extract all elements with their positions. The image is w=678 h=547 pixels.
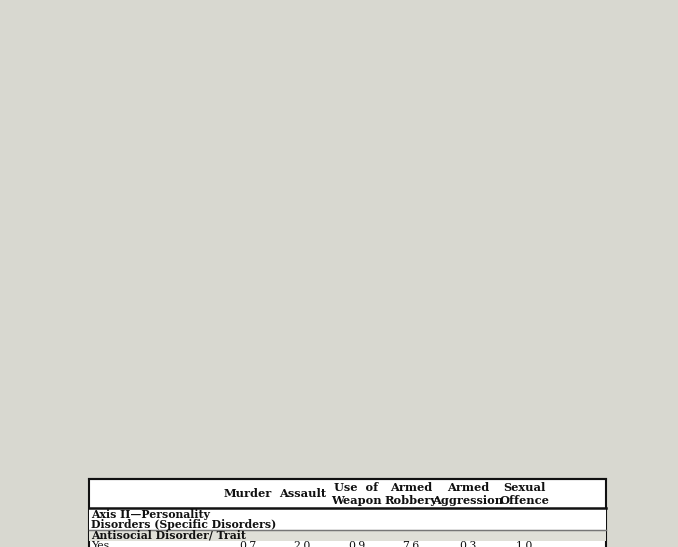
Text: Use  of
Weapon: Use of Weapon xyxy=(332,482,382,505)
Text: 0.7: 0.7 xyxy=(239,541,256,547)
Text: 2.0: 2.0 xyxy=(294,541,311,547)
Text: Yes: Yes xyxy=(91,541,109,547)
Text: 1.0: 1.0 xyxy=(516,541,534,547)
Text: Antisocial Disorder/ Trait: Antisocial Disorder/ Trait xyxy=(91,530,246,541)
Text: Assault: Assault xyxy=(279,488,325,499)
Bar xyxy=(89,530,606,541)
Text: Murder: Murder xyxy=(224,488,272,499)
Text: Sexual
Offence: Sexual Offence xyxy=(500,482,550,505)
Text: 0.3: 0.3 xyxy=(459,541,477,547)
Text: 0.9: 0.9 xyxy=(348,541,365,547)
Text: Armed
Robbery: Armed Robbery xyxy=(384,482,437,505)
Text: Armed
Aggression: Armed Aggression xyxy=(433,482,503,505)
Text: Disorders (Specific Disorders): Disorders (Specific Disorders) xyxy=(91,519,276,530)
Bar xyxy=(89,479,606,547)
Bar xyxy=(89,508,606,530)
Text: Axis II—Personality: Axis II—Personality xyxy=(91,509,210,520)
Text: 7.6: 7.6 xyxy=(402,541,420,547)
